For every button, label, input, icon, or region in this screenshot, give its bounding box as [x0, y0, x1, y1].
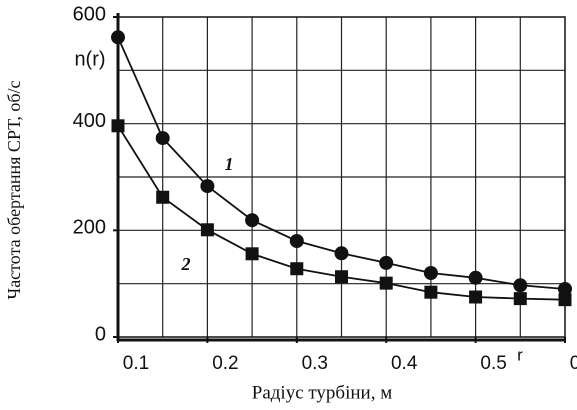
point — [289, 234, 304, 248]
point — [558, 293, 572, 307]
point — [156, 190, 170, 204]
x-tick-label: 0.4 — [391, 353, 418, 374]
point — [558, 282, 572, 296]
point — [245, 247, 259, 261]
x-tick-label: 0.3 — [302, 353, 328, 374]
x-variable: r — [517, 345, 523, 364]
y-tick-label: 200 — [73, 217, 106, 239]
y-tick-label: 400 — [73, 110, 106, 132]
point — [379, 276, 393, 290]
point — [200, 179, 215, 194]
point — [111, 119, 125, 133]
point — [334, 246, 349, 261]
y-tick-label: 0 — [95, 323, 106, 345]
point — [155, 131, 170, 146]
point — [290, 262, 304, 276]
curve-label: 1 — [225, 154, 234, 174]
y-axis-label: Частота обертання СРТ, об/с — [4, 80, 24, 299]
point — [111, 30, 125, 45]
point — [513, 278, 528, 293]
point — [424, 285, 438, 299]
point — [468, 270, 483, 285]
y-variable: n(r) — [74, 48, 105, 70]
x-tick-label: 0.1 — [123, 353, 149, 374]
x-tick-label: 0.2 — [212, 353, 238, 374]
point — [245, 213, 260, 228]
y-tick-label: 600 — [73, 3, 106, 25]
point — [200, 223, 214, 237]
curve-label: 2 — [181, 254, 191, 274]
point — [379, 255, 394, 270]
point — [423, 266, 438, 280]
x-tick-label: 0.5 — [480, 353, 506, 374]
x-tick-label: 0.6 — [570, 353, 577, 374]
point — [513, 292, 527, 306]
x-axis-label: Радіус турбіни, м — [252, 382, 393, 403]
point — [469, 290, 483, 304]
point — [335, 270, 348, 284]
